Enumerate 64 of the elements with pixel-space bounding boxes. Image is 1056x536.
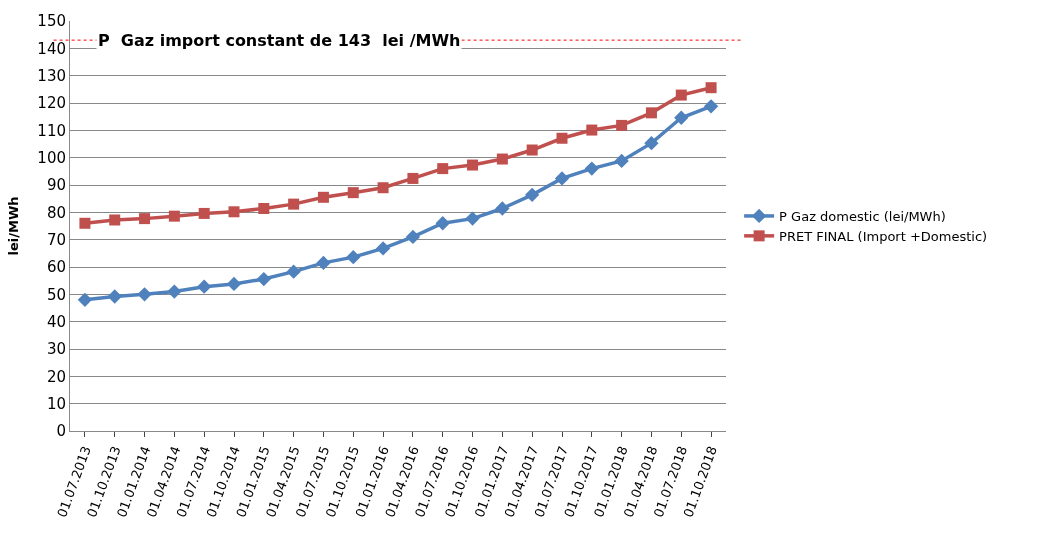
y-tick-label: 0	[56, 422, 66, 441]
y-tick-label: 10	[46, 394, 66, 413]
y-tick-label: 40	[46, 312, 66, 331]
point	[526, 144, 538, 156]
y-tick-label: 80	[46, 203, 66, 222]
point	[586, 124, 598, 136]
point	[496, 153, 508, 165]
point	[703, 99, 719, 114]
y-axis-title: lei/MWh	[6, 196, 22, 256]
y-tick-label: 120	[37, 94, 66, 113]
point	[437, 163, 449, 175]
point	[405, 229, 421, 245]
point	[226, 276, 242, 292]
point	[554, 171, 570, 186]
point	[465, 211, 480, 226]
point	[288, 198, 300, 210]
point	[77, 292, 93, 307]
point	[137, 287, 152, 302]
ref-line-label: P Gaz import constant de 143 lei /MWh	[98, 31, 461, 50]
point	[346, 250, 361, 265]
point	[317, 191, 329, 203]
point	[286, 264, 301, 279]
legend-label: PRET FINAL (Import +Domestic)	[779, 228, 988, 244]
point	[467, 159, 479, 171]
point	[435, 216, 450, 231]
point	[256, 271, 271, 287]
point	[197, 279, 212, 294]
point	[107, 289, 122, 304]
point	[347, 187, 359, 199]
y-tick-label: 70	[46, 230, 66, 249]
y-tick-label: 50	[46, 285, 66, 304]
point	[139, 213, 151, 225]
point	[675, 89, 687, 101]
point	[109, 214, 121, 226]
point	[645, 107, 657, 119]
point	[616, 119, 628, 131]
point	[614, 153, 629, 169]
point	[228, 206, 240, 218]
legend-label: P Gaz domestic (lei/MWh)	[779, 209, 946, 225]
point	[316, 255, 331, 271]
point	[167, 284, 182, 299]
point	[644, 136, 659, 151]
point	[495, 201, 510, 216]
point	[407, 172, 419, 184]
point	[525, 187, 540, 202]
point	[79, 217, 91, 229]
y-tick-label: 20	[46, 367, 66, 386]
point	[584, 161, 599, 176]
point	[258, 203, 270, 215]
y-tick-label: 100	[37, 148, 66, 167]
point	[556, 132, 568, 144]
y-tick-label: 30	[46, 340, 66, 359]
y-tick-label: 140	[37, 39, 66, 58]
point	[198, 207, 210, 219]
y-tick-label: 60	[46, 258, 66, 277]
point	[168, 210, 180, 222]
y-tick-label: 110	[37, 121, 66, 140]
y-tick-label: 90	[46, 176, 66, 195]
point	[377, 182, 389, 194]
point	[375, 241, 391, 256]
y-tick-label: 130	[37, 66, 66, 85]
y-tick-label: 150	[37, 12, 66, 31]
point	[705, 82, 717, 94]
point	[674, 110, 689, 125]
